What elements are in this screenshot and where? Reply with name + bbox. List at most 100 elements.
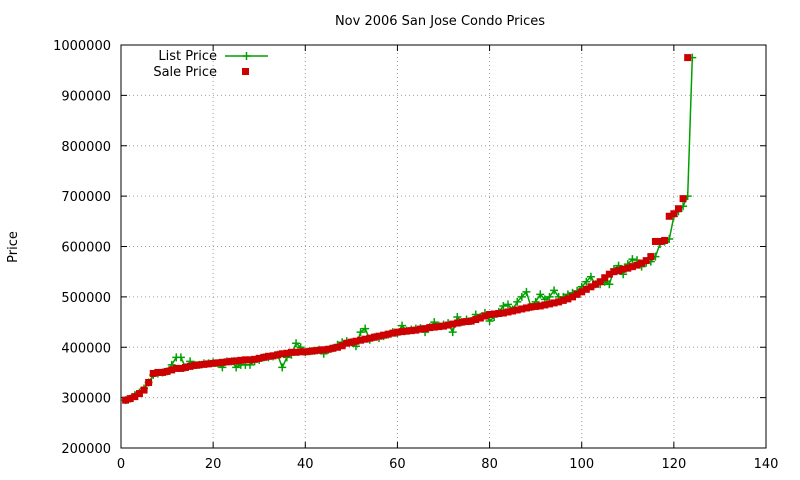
sale-price-point [301,348,309,356]
x-tick-label: 80 [481,457,498,472]
sale-price-point [458,318,466,326]
sale-price-point [338,342,346,350]
sale-price-point [168,366,176,374]
x-tick-label: 100 [569,457,594,472]
sale-price-point [306,347,314,355]
sale-price-point [393,328,401,336]
chart-title: Nov 2006 San Jose Condo Prices [335,14,545,29]
y-tick-label: 1000000 [53,39,111,54]
sale-price-point [499,309,507,317]
sale-price-point [665,212,673,220]
sale-price-point [453,319,461,327]
sale-price-point [467,317,475,325]
sale-price-point [656,237,664,245]
sale-price-point [228,357,236,365]
sale-price-point [398,328,406,336]
x-tick-label: 20 [205,457,222,472]
sale-price-point [292,348,300,356]
y-tick-label: 400000 [61,341,111,356]
sale-price-point [582,285,590,293]
sale-price-point [315,346,323,354]
sale-price-point [255,354,263,362]
y-tick-label: 800000 [61,140,111,155]
sale-price-point [638,259,646,267]
sale-price-point [527,303,535,311]
sale-price-point [605,270,613,278]
x-tick-label: 40 [297,457,314,472]
sale-price-point [278,350,286,358]
sale-price-point [260,353,268,361]
list-price-point [550,286,559,295]
sale-price-point [522,304,530,312]
sale-price-point [149,369,157,377]
list-price-point [586,272,595,281]
sale-price-point [407,327,415,335]
sale-price-point [343,339,351,347]
sale-price-point [375,332,383,340]
legend-marker-list-price [242,52,251,60]
sale-price-point [232,357,240,365]
y-tick-label: 600000 [61,241,111,256]
legend-label-list-price: List Price [158,49,217,64]
sale-price-point [297,348,305,356]
list-price-point [278,363,287,372]
sale-price-point [122,396,130,404]
sale-price-point [610,268,618,276]
list-price-point [517,292,526,301]
sale-price-point [218,358,226,366]
legend: List Price Sale Price [153,49,268,80]
sale-price-point [126,395,134,403]
x-tick-label: 120 [661,457,686,472]
sale-price-point [421,325,429,333]
sale-price-point [163,367,171,375]
sale-price-point [550,299,558,307]
sale-price-point [251,355,259,363]
sale-price-point [357,336,365,344]
series-layer [121,53,697,405]
sale-price-point [329,344,337,352]
list-price-point [361,324,370,333]
sale-price-point [684,54,692,62]
sale-price-point [205,360,213,368]
sale-price-point [642,257,650,265]
y-axis-label: Price [6,231,21,263]
sale-price-point [195,361,203,369]
sale-price-point [426,324,434,332]
sale-price-point [320,346,328,354]
sale-price-point [536,302,544,310]
sale-price-point [269,352,277,360]
sale-price-point [172,364,180,372]
x-tick-label: 140 [754,457,779,472]
sale-price-point [490,310,498,318]
sale-price-point [154,368,162,376]
sale-price-point [555,298,563,306]
sale-price-point [495,309,503,317]
sale-price-point [513,306,521,314]
list-price-point [292,339,301,348]
sale-price-point [587,283,595,291]
sale-price-point [283,349,291,357]
sale-price-point [647,253,655,261]
sale-price-point [131,393,139,401]
sale-price-point [209,359,217,367]
sale-price-point [596,278,604,286]
sale-price-point [440,322,447,330]
sale-price-point [541,301,549,309]
sale-price-point [366,334,374,342]
list-price-point [485,317,494,326]
sale-price-point [679,195,687,203]
list-price-point [356,328,365,337]
sale-price-point [430,323,438,331]
list-price-point [536,290,545,299]
sale-price-point [449,320,457,328]
y-tick-label: 700000 [61,190,111,205]
sale-price-point [361,335,369,343]
sale-price-point [200,360,208,368]
legend-label-sale-price: Sale Price [153,65,217,80]
sale-price-point [578,288,586,296]
sale-price-point [444,321,452,329]
axis-ticks: 0 20 40 60 80 100 120 140 200000 300000 400000 5000… [53,39,778,472]
sale-price-point [380,331,388,339]
